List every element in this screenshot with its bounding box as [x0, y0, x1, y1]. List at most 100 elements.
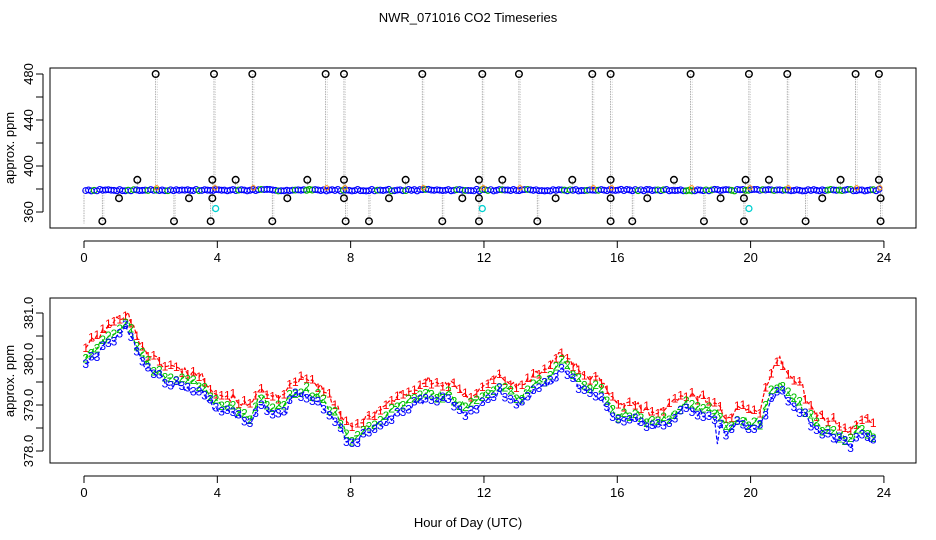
series-2-marker: 2: [609, 402, 616, 416]
series-2-marker: 2: [604, 394, 611, 408]
x-tick-label: 20: [743, 485, 757, 500]
series-1-marker: 1: [819, 408, 826, 422]
series-2-marker: 2: [672, 408, 679, 422]
series-3-marker: 3: [473, 403, 480, 417]
flagged-point: [514, 69, 523, 78]
series-2-marker: 2: [366, 420, 373, 434]
flagged-point: [98, 217, 107, 226]
x-tick-label: 24: [877, 485, 891, 500]
flagged-point: [836, 175, 845, 184]
series-3-marker: 3: [286, 393, 293, 407]
series-1-marker: 1: [870, 416, 877, 430]
series-1-marker: 1: [864, 411, 871, 425]
series-3-marker: 3: [581, 383, 588, 397]
series-3-marker: 3: [213, 401, 220, 415]
flagged-point: [478, 69, 487, 78]
series-3-marker: 3: [507, 393, 514, 407]
series-2-marker: 2: [723, 419, 730, 433]
series-3-marker: 3: [201, 388, 208, 402]
series-1-marker: 1: [269, 390, 276, 404]
series-1-marker: 1: [162, 360, 169, 374]
series-2-marker: 2: [598, 382, 605, 396]
series-2-marker: 2: [184, 372, 191, 386]
series-3-marker: 3: [513, 397, 520, 411]
series-2-marker: 2: [570, 368, 577, 382]
series-3-marker: 3: [660, 418, 667, 432]
series-3-marker: 3: [145, 361, 152, 375]
flagged-point: [876, 217, 885, 226]
transition-point: [323, 185, 330, 191]
flagged-point: [764, 175, 773, 184]
series-2-marker: 2: [133, 339, 140, 353]
series-2-marker: 2: [513, 392, 520, 406]
series-2-marker: 2: [428, 388, 435, 402]
series-1-marker: 1: [609, 390, 616, 404]
flagged-point: [588, 69, 597, 78]
series-3-marker: 3: [150, 367, 157, 381]
series-3-marker: 3: [377, 419, 384, 433]
x-tick-label: 8: [347, 485, 354, 500]
series-2-marker: 2: [349, 435, 356, 449]
series-2-marker: 2: [859, 423, 866, 437]
series-3-marker: 3: [343, 435, 350, 449]
series-2-marker: 2: [326, 404, 333, 418]
flagged-point: [114, 194, 123, 203]
series-1-marker: 1: [196, 370, 203, 384]
series-2-marker: 2: [111, 327, 118, 341]
series-2-marker: 2: [536, 373, 543, 387]
flagged-point: [606, 194, 615, 203]
series-1-marker: 1: [434, 375, 441, 389]
series-2-marker: 2: [813, 415, 820, 429]
series-2-marker: 2: [836, 431, 843, 445]
flagged-point: [533, 217, 542, 226]
flagged-point: [606, 69, 615, 78]
x-tick-label: 20: [743, 250, 757, 265]
series-2-marker: 2: [400, 399, 407, 413]
bottom-y-axis: 378.0 379.0 380.0 381.0: [21, 297, 44, 467]
series-2-marker: 2: [655, 414, 662, 428]
transition-point: [480, 185, 486, 191]
series-1-marker: 1: [859, 413, 866, 427]
series-3-marker: 3: [677, 404, 684, 418]
series-1-marker: 1: [247, 397, 254, 411]
series-1-marker: 1: [116, 313, 123, 327]
flagged-point: [744, 69, 753, 78]
series-1-marker: 1: [400, 387, 407, 401]
flagged-point: [606, 217, 615, 226]
series-2-marker: 2: [524, 383, 531, 397]
series-3-marker: 3: [218, 404, 225, 418]
series-1-marker: 1: [264, 388, 271, 402]
flagged-point: [248, 69, 257, 78]
series-3-marker: 3: [292, 386, 299, 400]
series-2-marker: 2: [711, 407, 718, 421]
series-1-marker: 1: [258, 382, 265, 396]
x-tick-label: 12: [477, 485, 491, 500]
series-1-marker: 1: [377, 404, 384, 418]
series-3-marker: 3: [303, 392, 310, 406]
series-2-marker: 2: [490, 384, 497, 398]
series-3-marker: 3: [434, 395, 441, 409]
series-3-marker: 3: [643, 420, 650, 434]
series-1-marker: 1: [785, 368, 792, 382]
flagged-point: [184, 194, 193, 203]
series-2-marker: 2: [167, 371, 174, 385]
series-1-marker: 1: [762, 381, 769, 395]
series-3-marker: 3: [456, 403, 463, 417]
series-1-marker: 1: [462, 386, 469, 400]
flagged-point: [384, 194, 393, 203]
flagged-point: [474, 194, 483, 203]
series-3-marker: 3: [553, 370, 560, 384]
series-3-marker: 3: [830, 431, 837, 445]
flagged-point: [606, 175, 615, 184]
series-3-marker: 3: [502, 390, 509, 404]
series-2-marker: 2: [592, 378, 599, 392]
series-3-line: [85, 323, 874, 450]
series-1-marker: 1: [292, 375, 299, 389]
x-tick-label: 8: [347, 250, 354, 265]
flagged-point: [151, 69, 160, 78]
series-3-marker: 3: [547, 373, 554, 387]
series-3-marker: 3: [309, 394, 316, 408]
series-1-marker: 1: [615, 397, 622, 411]
series-3-marker: 3: [575, 382, 582, 396]
series-3-marker: 3: [734, 414, 741, 428]
